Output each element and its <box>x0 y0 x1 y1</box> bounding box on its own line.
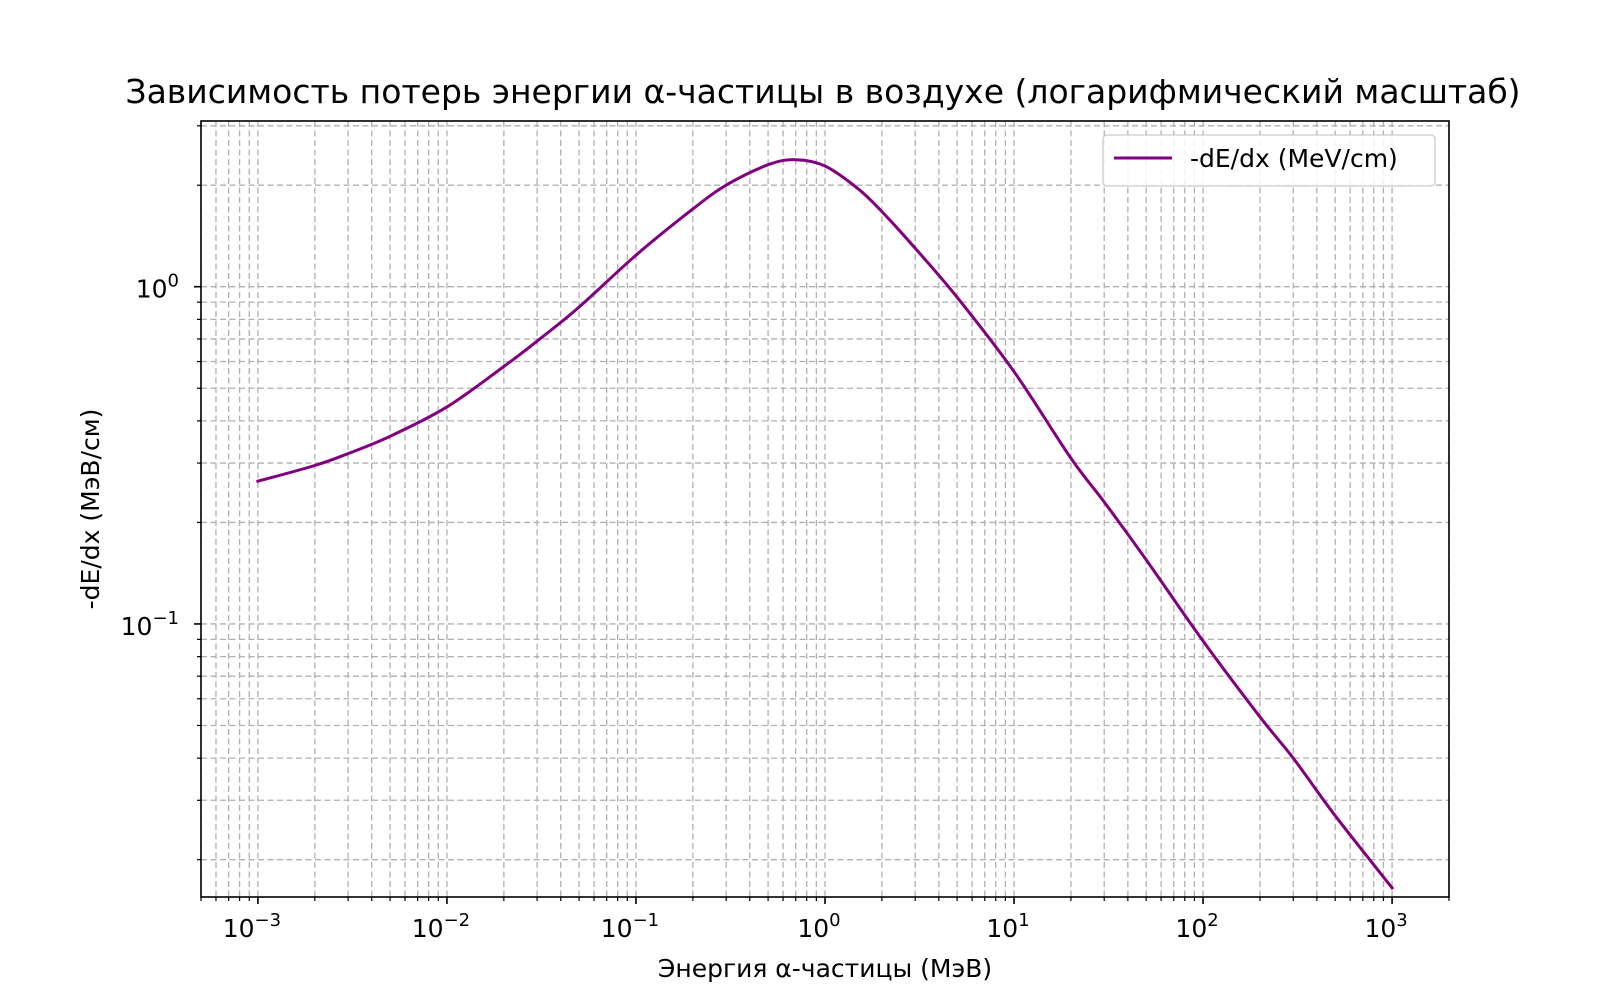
y-tick-label: 100 <box>136 271 179 304</box>
series-line <box>256 158 1395 890</box>
ticks: 10−3 10−2 10−1 100 101 102 103 10−1 100 <box>121 125 1450 943</box>
x-tick-label: 10−3 <box>223 910 281 943</box>
chart-title: Зависимость потерь энергии α-частицы в в… <box>125 72 1520 111</box>
x-tick-label: 102 <box>1175 910 1218 943</box>
y-axis-label: -dE/dx (МэВ/см) <box>76 409 105 610</box>
grid <box>200 121 1450 897</box>
legend-label: -dE/dx (MeV/cm) <box>1190 144 1398 173</box>
y-tick-label: 10−1 <box>121 608 179 641</box>
x-tick-label: 100 <box>797 910 840 943</box>
x-tick-label: 10−2 <box>412 910 470 943</box>
x-axis-label: Энергия α-частицы (МэВ) <box>658 954 992 983</box>
x-tick-label: 101 <box>986 910 1029 943</box>
legend-box <box>1102 134 1436 187</box>
x-tick-label: 103 <box>1364 910 1407 943</box>
x-tick-label: 10−1 <box>601 910 659 943</box>
legend: -dE/dx (MeV/cm) <box>1102 134 1436 187</box>
series-layer <box>256 158 1395 890</box>
